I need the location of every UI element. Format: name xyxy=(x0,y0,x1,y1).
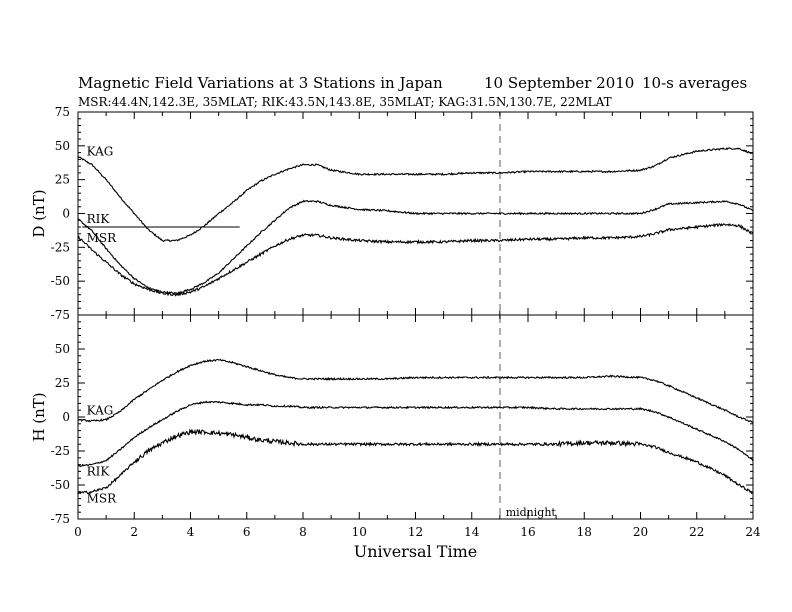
station-label-kag: KAG xyxy=(87,403,114,417)
d-component-panel: -75 -50 -25 0 25 50 75 D (nT) KAG RIK MSR xyxy=(30,105,754,322)
x-tick-label: 10 xyxy=(352,525,367,539)
series-line-kag xyxy=(77,147,753,243)
midnight-annotation: midnight xyxy=(506,506,557,519)
y-axis-label: D (nT) xyxy=(30,189,48,237)
station-label-kag: KAG xyxy=(87,144,114,158)
series-line-msr xyxy=(77,428,754,495)
station-label-rik: RIK xyxy=(87,464,111,478)
y-axis-label: H (nT) xyxy=(30,392,48,441)
x-tick-label: 18 xyxy=(577,525,592,539)
x-tick-label: 24 xyxy=(745,525,761,539)
station-label-msr: MSR xyxy=(87,231,118,245)
stations-info: MSR:44.4N,142.3E, 35MLAT; RIK:43.5N,143.… xyxy=(78,95,612,109)
y-tick-label: 25 xyxy=(55,173,70,187)
y-tick-label: 50 xyxy=(55,342,70,356)
y-tick-label: 0 xyxy=(62,410,70,424)
series-line-rik xyxy=(77,199,754,295)
y-tick-label: -25 xyxy=(51,240,70,254)
station-label-msr: MSR xyxy=(87,492,118,506)
x-tick-label: 16 xyxy=(520,525,535,539)
y-tick-label: -75 xyxy=(51,512,70,526)
x-axis-label: Universal Time xyxy=(354,542,477,561)
x-tick-label: 2 xyxy=(130,525,138,539)
y-tick-label: 75 xyxy=(55,105,70,119)
chart-averaging: 10-s averages xyxy=(642,74,747,92)
series-line-msr xyxy=(77,222,754,297)
y-tick-label: 50 xyxy=(55,139,70,153)
x-tick-label: 22 xyxy=(689,525,704,539)
chart-title: Magnetic Field Variations at 3 Stations … xyxy=(78,74,443,92)
panel-frame xyxy=(77,314,754,520)
y-tick-label: -50 xyxy=(51,274,70,288)
y-tick-label: 0 xyxy=(62,207,70,221)
x-tick-label: 12 xyxy=(408,525,423,539)
x-tick-label: 6 xyxy=(243,525,251,539)
x-tick-label: 14 xyxy=(464,525,480,539)
series-line-rik xyxy=(77,400,754,468)
x-tick-label: 0 xyxy=(74,525,82,539)
y-tick-label: -25 xyxy=(51,444,70,458)
y-tick-label: -50 xyxy=(51,478,70,492)
x-tick-label: 4 xyxy=(187,525,195,539)
station-label-rik: RIK xyxy=(87,212,111,226)
chart-date: 10 September 2010 xyxy=(484,74,634,92)
y-tick-label: 25 xyxy=(55,376,70,390)
x-tick-label: 8 xyxy=(299,525,307,539)
x-tick-label: 20 xyxy=(633,525,648,539)
series-line-kag xyxy=(77,358,754,424)
y-tick-label: -75 xyxy=(51,308,70,322)
